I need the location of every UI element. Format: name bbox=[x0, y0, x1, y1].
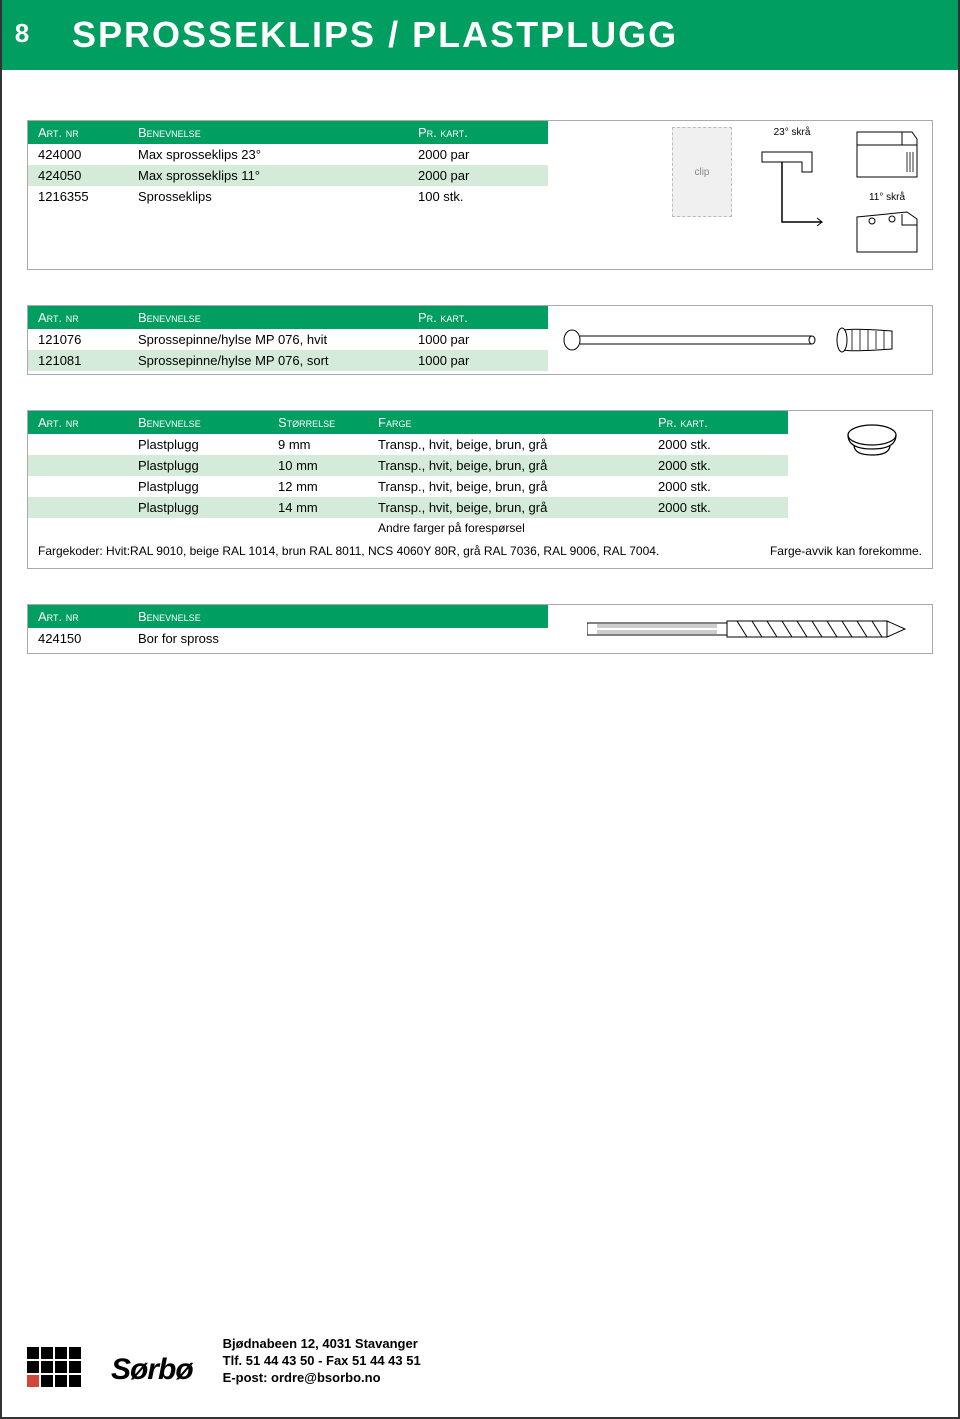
col-header-prkart: Pr. kart. bbox=[658, 415, 778, 430]
col-header-benevnelse: Benevnelse bbox=[138, 609, 418, 624]
table-row: 1216355 Sprosseklips 100 stk. bbox=[28, 186, 548, 207]
table-block-plastplugg: Art. nr Benevnelse Størrelse Farge Pr. k… bbox=[27, 410, 933, 569]
cell-stor: 14 mm bbox=[278, 500, 378, 515]
product-image-area bbox=[548, 605, 932, 653]
bracket-diagram-icon bbox=[752, 142, 832, 242]
col-header-artnr: Art. nr bbox=[38, 415, 138, 430]
col-header-prkart: Pr. kart. bbox=[418, 310, 538, 325]
footnote-row: Fargekoder: Hvit:RAL 9010, beige RAL 101… bbox=[28, 538, 932, 568]
cell-artnr bbox=[38, 458, 138, 473]
table-row: Plastplugg 10 mm Transp., hvit, beige, b… bbox=[28, 455, 788, 476]
header-banner: 8 SPROSSEKLIPS / PLASTPLUGG bbox=[2, 0, 958, 70]
footnote-deviation: Farge-avvik kan forekomme. bbox=[770, 544, 922, 558]
logo-text: Sørbø bbox=[111, 1353, 193, 1387]
cell-benev: Plastplugg bbox=[138, 500, 278, 515]
logo-mark bbox=[27, 1347, 81, 1387]
cell-benev: Sprosseklips bbox=[138, 189, 418, 204]
table-header: Art. nr Benevnelse bbox=[28, 605, 548, 628]
page-number: 8 bbox=[2, 0, 42, 70]
cell-farge: Transp., hvit, beige, brun, grå bbox=[378, 437, 658, 452]
cell-prkart: 2000 stk. bbox=[658, 437, 778, 452]
cell-prkart: 1000 par bbox=[418, 332, 538, 347]
cell-prkart: 2000 stk. bbox=[658, 479, 778, 494]
drill-bit-icon bbox=[587, 617, 907, 641]
cell-artnr: 121076 bbox=[38, 332, 138, 347]
cell-prkart: 2000 stk. bbox=[658, 458, 778, 473]
cell-benev: Sprossepinne/hylse MP 076, hvit bbox=[138, 332, 418, 347]
cell-prkart: 2000 par bbox=[418, 168, 538, 183]
table-row: 121076 Sprossepinne/hylse MP 076, hvit 1… bbox=[28, 329, 548, 350]
cell-prkart: 1000 par bbox=[418, 353, 538, 368]
clip-photo-icon: clip bbox=[672, 127, 732, 217]
wedge-diagram-icon bbox=[852, 127, 922, 187]
cell-artnr: 424050 bbox=[38, 168, 138, 183]
cell-artnr: 424150 bbox=[38, 631, 138, 646]
cell-artnr bbox=[38, 479, 138, 494]
cell-artnr: 121081 bbox=[38, 353, 138, 368]
table-block-sprossepinne: Art. nr Benevnelse Pr. kart. 121076 Spro… bbox=[27, 305, 933, 375]
cell-benev: Sprossepinne/hylse MP 076, sort bbox=[138, 353, 418, 368]
table-row: 424000 Max sprosseklips 23° 2000 par bbox=[28, 144, 548, 165]
cell-benev: Plastplugg bbox=[138, 458, 278, 473]
col-header-artnr: Art. nr bbox=[38, 310, 138, 325]
cell-artnr: 1216355 bbox=[38, 189, 138, 204]
wedge2-diagram-icon bbox=[852, 207, 922, 257]
plug-icon bbox=[842, 421, 902, 461]
table-row: Plastplugg 9 mm Transp., hvit, beige, br… bbox=[28, 434, 788, 455]
col-header-prkart: Pr. kart. bbox=[418, 125, 538, 140]
table-header: Art. nr Benevnelse Pr. kart. bbox=[28, 121, 548, 144]
cell-prkart: 2000 stk. bbox=[658, 500, 778, 515]
cell-stor: 9 mm bbox=[278, 437, 378, 452]
cell-benev: Plastplugg bbox=[138, 479, 278, 494]
table-block-bor: Art. nr Benevnelse 424150 Bor for spross bbox=[27, 604, 933, 654]
cell-artnr: 424000 bbox=[38, 147, 138, 162]
col-header-farge: Farge bbox=[378, 415, 658, 430]
annotation-23: 23° skrå bbox=[752, 127, 832, 138]
page: 8 SPROSSEKLIPS / PLASTPLUGG Art. nr Bene… bbox=[0, 0, 960, 1419]
cell-stor: 12 mm bbox=[278, 479, 378, 494]
table-row: 424150 Bor for spross bbox=[28, 628, 548, 649]
cell-benev: Max sprosseklips 23° bbox=[138, 147, 418, 162]
table-header: Art. nr Benevnelse Størrelse Farge Pr. k… bbox=[28, 411, 788, 434]
cell-artnr bbox=[38, 437, 138, 452]
table-block-sprosseklips: Art. nr Benevnelse Pr. kart. 424000 Max … bbox=[27, 120, 933, 270]
footer-address: Bjødnabeen 12, 4031 Stavanger Tlf. 51 44… bbox=[223, 1336, 421, 1387]
col-header-benevnelse: Benevnelse bbox=[138, 310, 418, 325]
cell-prkart: 100 stk. bbox=[418, 189, 538, 204]
cell-benev: Bor for spross bbox=[138, 631, 418, 646]
content-area: Art. nr Benevnelse Pr. kart. 424000 Max … bbox=[2, 120, 958, 654]
pin-sleeve-icon bbox=[562, 322, 902, 358]
product-image-area: clip 23° skrå bbox=[548, 121, 932, 268]
annotation-11: 11° skrå bbox=[852, 192, 922, 203]
table-row: Plastplugg 12 mm Transp., hvit, beige, b… bbox=[28, 476, 788, 497]
page-title: SPROSSEKLIPS / PLASTPLUGG bbox=[42, 0, 958, 70]
address-line: Bjødnabeen 12, 4031 Stavanger bbox=[223, 1336, 421, 1353]
cell-farge: Transp., hvit, beige, brun, grå bbox=[378, 458, 658, 473]
address-line: E-post: ordre@bsorbo.no bbox=[223, 1370, 421, 1387]
cell-prkart: 2000 par bbox=[418, 147, 538, 162]
cell-artnr bbox=[38, 500, 138, 515]
product-image-area bbox=[788, 411, 932, 518]
footnote-colorcodes: Fargekoder: Hvit:RAL 9010, beige RAL 101… bbox=[38, 544, 659, 558]
table-row: 424050 Max sprosseklips 11° 2000 par bbox=[28, 165, 548, 186]
col-header-storrelse: Størrelse bbox=[278, 415, 378, 430]
cell-farge: Transp., hvit, beige, brun, grå bbox=[378, 500, 658, 515]
page-footer: Sørbø Bjødnabeen 12, 4031 Stavanger Tlf.… bbox=[27, 1336, 933, 1387]
col-header-benevnelse: Benevnelse bbox=[138, 415, 278, 430]
col-header-artnr: Art. nr bbox=[38, 125, 138, 140]
table-row: 121081 Sprossepinne/hylse MP 076, sort 1… bbox=[28, 350, 548, 371]
col-header-benevnelse: Benevnelse bbox=[138, 125, 418, 140]
cell-stor: 10 mm bbox=[278, 458, 378, 473]
cell-benev: Max sprosseklips 11° bbox=[138, 168, 418, 183]
col-header-artnr: Art. nr bbox=[38, 609, 138, 624]
cell-farge: Transp., hvit, beige, brun, grå bbox=[378, 479, 658, 494]
product-image-area bbox=[548, 306, 932, 374]
cell-benev: Plastplugg bbox=[138, 437, 278, 452]
note-other-colors: Andre farger på forespørsel bbox=[28, 518, 932, 538]
table-row: Plastplugg 14 mm Transp., hvit, beige, b… bbox=[28, 497, 788, 518]
table-header: Art. nr Benevnelse Pr. kart. bbox=[28, 306, 548, 329]
address-line: Tlf. 51 44 43 50 - Fax 51 44 43 51 bbox=[223, 1353, 421, 1370]
